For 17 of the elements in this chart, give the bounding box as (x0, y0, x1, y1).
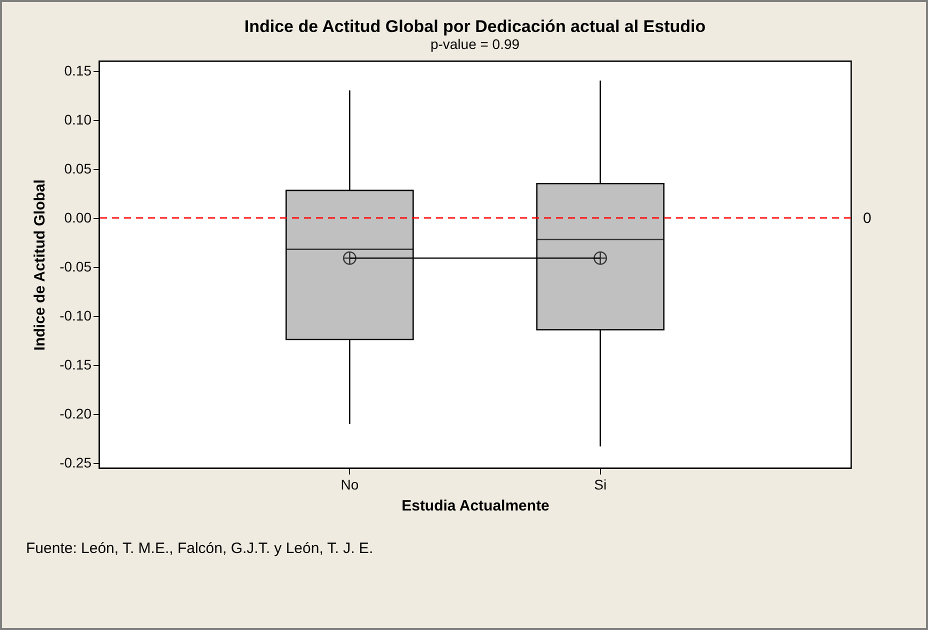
y-tick-label: -0.10 (60, 307, 92, 324)
y-tick-label: 0.15 (64, 62, 92, 78)
y-tick-label: 0.10 (64, 111, 92, 128)
y-tick-label: -0.25 (60, 454, 92, 471)
y-tick-label: -0.15 (60, 356, 92, 373)
y-tick-label: 0.00 (64, 209, 92, 226)
ref-line-label: 0 (863, 210, 872, 227)
chart-title: Indice de Actitud Global por Dedicación actual al Estudio (244, 17, 706, 36)
x-tick-label: No (340, 476, 359, 492)
y-axis-title: Indice de Actitud Global (32, 179, 49, 351)
source-note: Fuente: León, T. M.E., Falcón, G.J.T. y León, T. J. E. (26, 540, 374, 557)
x-tick-label: Si (594, 476, 607, 492)
chart-subtitle: p-value = 0.99 (430, 36, 520, 52)
y-tick-label: -0.20 (60, 406, 92, 422)
x-axis-title: Estudia Actualmente (402, 498, 550, 514)
y-tick-label: -0.05 (60, 258, 92, 274)
y-tick-label: 0.05 (64, 160, 92, 176)
